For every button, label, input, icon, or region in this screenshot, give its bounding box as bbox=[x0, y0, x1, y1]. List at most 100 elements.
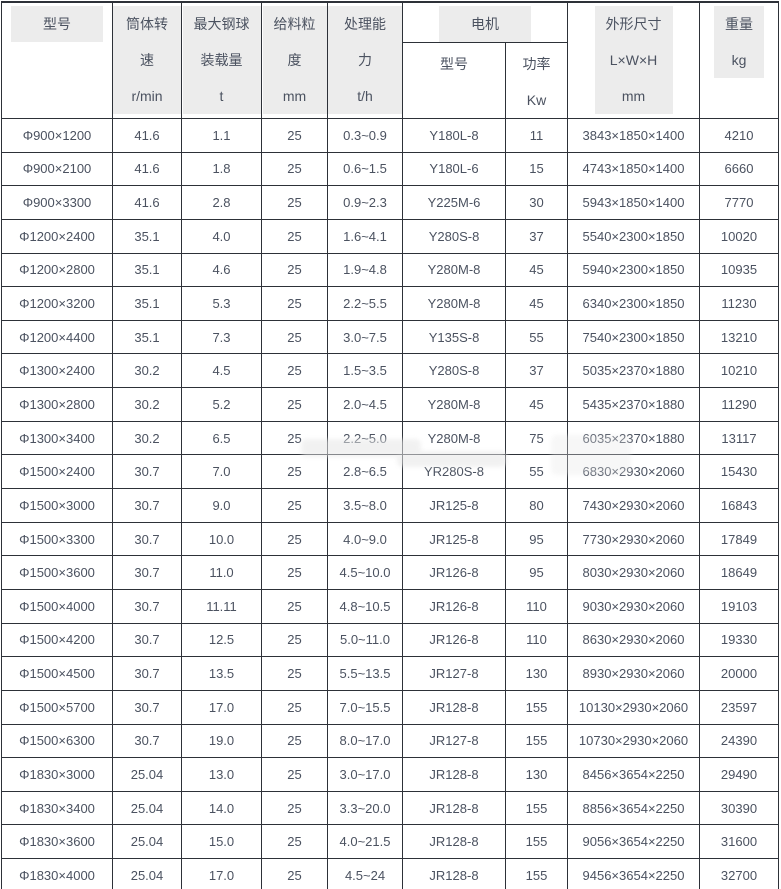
cell-feed-size-mm: 25 bbox=[261, 319, 328, 355]
cell-capacity-tph: 2.0~4.5 bbox=[327, 387, 403, 422]
header-weight: 重量 kg bbox=[699, 1, 779, 119]
table-row: Φ1500×4500 30.7 13.5 25 5.5~13.5 JR127-8 130 89… bbox=[1, 656, 779, 691]
cell-weight-kg: 10020 bbox=[699, 218, 779, 254]
cell-motor-power-kw: 75 bbox=[505, 420, 568, 456]
cell-weight-kg: 19103 bbox=[699, 588, 779, 624]
cell-max-ball-load-t: 13.0 bbox=[181, 757, 262, 792]
header-model-label: 型号 bbox=[11, 6, 103, 42]
cell-model: Φ1500×3600 bbox=[1, 555, 113, 590]
cell-dimensions-mm: 8630×2930×2060 bbox=[567, 622, 700, 658]
cell-max-ball-load-t: 5.3 bbox=[181, 286, 262, 321]
cell-capacity-tph: 4.8~10.5 bbox=[327, 588, 403, 624]
cell-max-ball-load-t: 4.5 bbox=[181, 353, 262, 389]
table-row: Φ1300×2800 30.2 5.2 25 2.0~4.5 Y280M-8 45 5435×… bbox=[1, 387, 779, 422]
table-row: Φ1200×4400 35.1 7.3 25 3.0~7.5 Y135S-8 55 7540×… bbox=[1, 319, 779, 355]
cell-dimensions-mm: 6035×2370×1880 bbox=[567, 420, 700, 456]
cell-max-ball-load-t: 6.5 bbox=[181, 420, 262, 456]
cell-feed-size-mm: 25 bbox=[261, 286, 328, 321]
cell-capacity-tph: 2.2~5.5 bbox=[327, 286, 403, 321]
cell-motor-model: Y280M-8 bbox=[402, 420, 506, 456]
cell-max-ball-load-t: 5.2 bbox=[181, 387, 262, 422]
cell-speed-rpm: 30.7 bbox=[112, 588, 182, 624]
cell-motor-power-kw: 110 bbox=[505, 622, 568, 658]
cell-weight-kg: 32700 bbox=[699, 858, 779, 889]
cell-feed-size-mm: 25 bbox=[261, 521, 328, 557]
cell-dimensions-mm: 9030×2930×2060 bbox=[567, 588, 700, 624]
cell-weight-kg: 24390 bbox=[699, 723, 779, 759]
cell-dimensions-mm: 9456×3654×2250 bbox=[567, 858, 700, 889]
cell-dimensions-mm: 8030×2930×2060 bbox=[567, 555, 700, 590]
cell-speed-rpm: 25.04 bbox=[112, 757, 182, 792]
cell-feed-size-mm: 25 bbox=[261, 488, 328, 523]
cell-motor-model: Y180L-8 bbox=[402, 118, 506, 153]
cell-feed-size-mm: 25 bbox=[261, 723, 328, 759]
cell-max-ball-load-t: 14.0 bbox=[181, 790, 262, 826]
cell-max-ball-load-t: 4.0 bbox=[181, 218, 262, 254]
cell-model: Φ1500×2400 bbox=[1, 454, 113, 490]
cell-motor-model: JR125-8 bbox=[402, 521, 506, 557]
header-speed-label: 筒体转速 r/min bbox=[113, 6, 181, 114]
cell-max-ball-load-t: 11.0 bbox=[181, 555, 262, 590]
table-row: Φ1830×3600 25.04 15.0 25 4.0~21.5 JR128-8 155 9… bbox=[1, 824, 779, 860]
cell-feed-size-mm: 25 bbox=[261, 252, 328, 288]
cell-capacity-tph: 5.0~11.0 bbox=[327, 622, 403, 658]
table-body: Φ900×1200 41.6 1.1 25 0.3~0.9 Y180L-8 11 3843×1… bbox=[1, 118, 779, 889]
cell-weight-kg: 31600 bbox=[699, 824, 779, 860]
header-motor-model-label: 型号 bbox=[440, 56, 468, 72]
cell-max-ball-load-t: 1.1 bbox=[181, 118, 262, 153]
table-row: Φ1500×4200 30.7 12.5 25 5.0~11.0 JR126-8 110 86… bbox=[1, 622, 779, 658]
cell-capacity-tph: 4.0~21.5 bbox=[327, 824, 403, 860]
cell-model: Φ1200×3200 bbox=[1, 286, 113, 321]
cell-weight-kg: 30390 bbox=[699, 790, 779, 826]
cell-motor-model: YR280S-8 bbox=[402, 454, 506, 490]
cell-model: Φ1500×4200 bbox=[1, 622, 113, 658]
cell-feed-size-mm: 25 bbox=[261, 757, 328, 792]
cell-speed-rpm: 30.7 bbox=[112, 622, 182, 658]
cell-model: Φ1830×3000 bbox=[1, 757, 113, 792]
cell-motor-power-kw: 45 bbox=[505, 286, 568, 321]
cell-motor-model: JR126-8 bbox=[402, 588, 506, 624]
cell-speed-rpm: 30.7 bbox=[112, 689, 182, 725]
cell-motor-power-kw: 55 bbox=[505, 454, 568, 490]
header-feed-size-label: 给料粒 度 mm bbox=[262, 6, 327, 114]
cell-motor-power-kw: 95 bbox=[505, 555, 568, 590]
cell-motor-power-kw: 155 bbox=[505, 824, 568, 860]
cell-speed-rpm: 30.2 bbox=[112, 387, 182, 422]
cell-motor-power-kw: 37 bbox=[505, 218, 568, 254]
cell-model: Φ1500×6300 bbox=[1, 723, 113, 759]
cell-capacity-tph: 3.5~8.0 bbox=[327, 488, 403, 523]
cell-weight-kg: 23597 bbox=[699, 689, 779, 725]
cell-max-ball-load-t: 9.0 bbox=[181, 488, 262, 523]
cell-feed-size-mm: 25 bbox=[261, 858, 328, 889]
table-row: Φ1200×3200 35.1 5.3 25 2.2~5.5 Y280M-8 45 6340×… bbox=[1, 286, 779, 321]
cell-speed-rpm: 41.6 bbox=[112, 118, 182, 153]
header-motor-group: 电机 bbox=[402, 1, 568, 43]
cell-feed-size-mm: 25 bbox=[261, 555, 328, 590]
cell-capacity-tph: 1.6~4.1 bbox=[327, 218, 403, 254]
table-row: Φ1500×2400 30.7 7.0 25 2.8~6.5 YR280S-8 55 6830… bbox=[1, 454, 779, 490]
cell-model: Φ1830×3600 bbox=[1, 824, 113, 860]
cell-weight-kg: 6660 bbox=[699, 151, 779, 187]
cell-motor-power-kw: 37 bbox=[505, 353, 568, 389]
cell-motor-power-kw: 95 bbox=[505, 521, 568, 557]
cell-capacity-tph: 4.5~10.0 bbox=[327, 555, 403, 590]
header-motor-power-label: 功率 Kw bbox=[522, 56, 551, 108]
cell-motor-model: JR128-8 bbox=[402, 689, 506, 725]
cell-model: Φ1300×2800 bbox=[1, 387, 113, 422]
table-row: Φ1200×2800 35.1 4.6 25 1.9~4.8 Y280M-8 45 5940×… bbox=[1, 252, 779, 288]
table-row: Φ1300×3400 30.2 6.5 25 2.2~5.0 Y280M-8 75 6035×… bbox=[1, 420, 779, 456]
cell-max-ball-load-t: 17.0 bbox=[181, 858, 262, 889]
cell-max-ball-load-t: 17.0 bbox=[181, 689, 262, 725]
cell-dimensions-mm: 6340×2300×1850 bbox=[567, 286, 700, 321]
cell-speed-rpm: 25.04 bbox=[112, 790, 182, 826]
cell-model: Φ1200×4400 bbox=[1, 319, 113, 355]
cell-max-ball-load-t: 10.0 bbox=[181, 521, 262, 557]
cell-feed-size-mm: 25 bbox=[261, 622, 328, 658]
table-row: Φ900×2100 41.6 1.8 25 0.6~1.5 Y180L-6 15 4743×1… bbox=[1, 151, 779, 187]
cell-max-ball-load-t: 19.0 bbox=[181, 723, 262, 759]
cell-capacity-tph: 0.3~0.9 bbox=[327, 118, 403, 153]
cell-motor-model: Y280M-8 bbox=[402, 387, 506, 422]
cell-motor-power-kw: 55 bbox=[505, 319, 568, 355]
cell-motor-model: Y280S-8 bbox=[402, 218, 506, 254]
cell-motor-power-kw: 130 bbox=[505, 757, 568, 792]
